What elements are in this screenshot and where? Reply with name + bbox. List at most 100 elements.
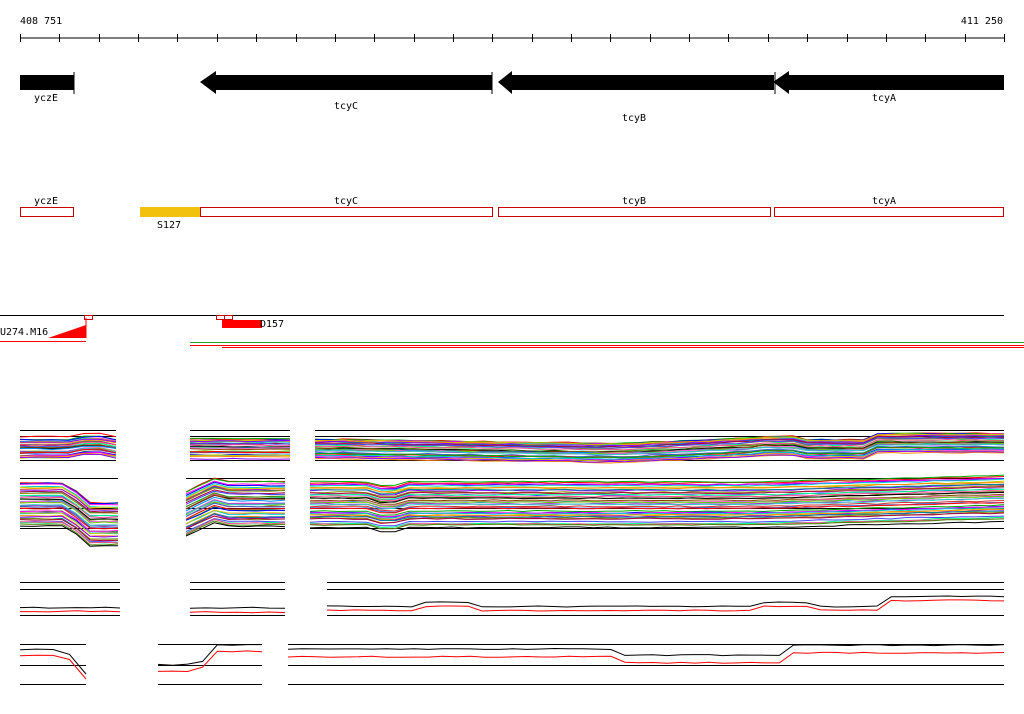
gene-label-yczE: yczE <box>34 93 58 104</box>
transcript-label-U274-M16: U274.M16 <box>0 327 48 338</box>
expression-profile-line <box>185 481 286 496</box>
expression-profile-line <box>189 442 291 445</box>
expression-profile-line <box>19 504 119 526</box>
expression-profile-line <box>185 480 286 495</box>
expression-profile-line <box>189 606 286 609</box>
expression-profile-line <box>185 509 286 525</box>
expression-profile-line <box>314 433 1005 446</box>
expression-profile-line <box>314 446 1005 459</box>
feature-box-yczE[interactable] <box>20 207 74 217</box>
gene-label-tcyA: tcyA <box>872 93 896 104</box>
expression-profile-line <box>185 490 286 505</box>
ruler-start-label: 408 751 <box>20 16 62 27</box>
gene-label-tcyB: tcyB <box>622 113 646 124</box>
expression-profile-line <box>19 525 119 547</box>
expression-profile-line <box>19 606 121 609</box>
expression-profile-line <box>185 504 286 520</box>
expression-profile-line <box>309 510 1005 522</box>
expression-profile-line <box>19 512 118 535</box>
ruler-ticks <box>20 34 1005 42</box>
expression-profile-line <box>19 514 119 537</box>
feature-box-tcyC[interactable] <box>200 207 493 217</box>
expression-profile-line <box>287 651 1005 664</box>
expression-profile-line <box>309 502 1005 514</box>
expression-profile-line <box>309 483 1005 496</box>
expression-profile-line <box>309 518 1005 530</box>
expression-profile-line <box>19 453 117 459</box>
gene-arrow-tcyC[interactable] <box>200 71 492 94</box>
feature-box-tcyA[interactable] <box>774 207 1004 217</box>
expression-profile-line <box>309 489 1005 502</box>
gene-arrow-tcyA[interactable] <box>773 71 1004 94</box>
transcript-track: U274.M16 D157 <box>0 315 1024 348</box>
expression-profile-line <box>189 450 291 454</box>
segment-label-S127: S127 <box>157 220 181 231</box>
expression-profile-line <box>19 496 119 519</box>
expression-panel-conditions-top <box>19 430 1005 464</box>
expression-profile-line <box>19 504 119 527</box>
expression-profile-line <box>185 496 286 512</box>
expression-profile-line <box>185 492 286 507</box>
gene-arrow-tcyB[interactable] <box>498 71 774 94</box>
expression-profile-line <box>189 455 291 458</box>
expression-profile-line <box>185 502 286 517</box>
transcript-U274-M16-shape[interactable] <box>48 325 86 338</box>
expression-profile-line <box>314 445 1005 458</box>
expression-profile-line <box>310 474 1005 487</box>
feature-label-yczE: yczE <box>34 196 58 207</box>
segment-S127[interactable] <box>140 207 201 217</box>
feature-label-tcyC: tcyC <box>334 196 358 207</box>
expression-profile-line <box>20 610 121 613</box>
expression-profile-line <box>19 521 119 544</box>
expression-profile-line <box>309 515 1005 527</box>
expression-profile-line <box>189 444 291 447</box>
expression-profile-line <box>189 447 291 450</box>
expression-profile-line <box>314 450 1005 463</box>
expression-profile-line <box>309 486 1005 499</box>
expression-profile-line <box>309 478 1005 489</box>
expression-profile-line <box>19 498 119 520</box>
expression-profile-line <box>309 491 1005 504</box>
expression-panel-strand-top <box>19 582 1005 616</box>
expression-profile-line <box>185 515 286 530</box>
expression-profile-line <box>314 437 1005 449</box>
gene-track: yczE tcyC tcyB tcyA <box>20 71 1004 124</box>
expression-profile-line <box>309 507 1005 519</box>
expression-profile-line <box>314 448 1004 460</box>
expression-profile-line <box>19 432 117 438</box>
expression-profile-line <box>185 518 286 535</box>
expression-profile-line <box>185 506 286 521</box>
expression-profile-line <box>157 644 262 666</box>
gene-arrow-yczE[interactable] <box>20 75 74 90</box>
feature-label-tcyB: tcyB <box>622 196 646 207</box>
expression-profile-line <box>309 497 1005 510</box>
expression-profile-line <box>157 650 263 673</box>
transcript-D157-shape[interactable] <box>222 320 262 328</box>
expression-profile-line <box>314 438 1004 451</box>
expression-profile-line <box>309 493 1005 505</box>
expression-profile-line <box>19 441 117 446</box>
expression-profile-line <box>309 476 1005 488</box>
feature-box-tcyB[interactable] <box>498 207 771 217</box>
expression-profile-line <box>309 488 1004 500</box>
expression-profile-line <box>185 483 286 498</box>
expression-profile-line <box>314 436 1005 448</box>
expression-profile-line <box>19 483 119 506</box>
expression-profile-line <box>309 485 1004 497</box>
expression-profile-line <box>19 482 119 505</box>
coordinate-ruler: 408 751 411 250 <box>20 16 1005 42</box>
expression-profile-line <box>19 515 119 538</box>
expression-profile-line <box>19 507 119 530</box>
expression-profile-line <box>19 510 119 532</box>
expression-profile-line <box>20 489 119 511</box>
expression-profile-line <box>19 518 119 542</box>
expression-profile-line <box>185 494 286 510</box>
expression-profile-line <box>309 500 1005 512</box>
expression-profile-line <box>326 595 1005 608</box>
expression-profile-line <box>185 487 286 502</box>
expression-profile-line <box>309 518 1005 530</box>
expression-profile-line <box>19 451 117 457</box>
gene-label-tcyC: tcyC <box>334 101 358 112</box>
expression-profile-line <box>185 478 286 493</box>
